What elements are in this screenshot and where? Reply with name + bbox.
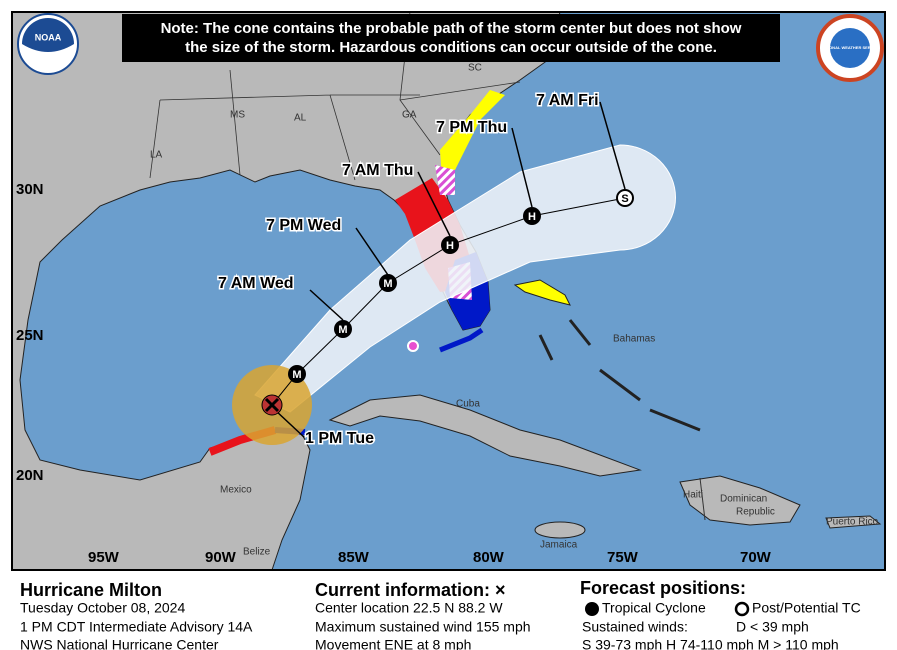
current-x [264,397,280,413]
point-symbol: M [292,369,301,381]
time-label: 7 AM Wed [218,275,294,292]
point-symbol: H [528,211,536,223]
keys-warning [439,327,484,353]
lat-label: 30N [16,181,44,198]
lon-label: 80W [473,549,505,566]
lon-label: 75W [607,549,639,566]
country-label: Puerto Rico [826,517,879,528]
disturbance [407,340,419,352]
legend-post-dot [734,601,750,617]
info-line: 1 PM CDT Intermediate Advisory 14A [20,619,253,635]
time-label: 7 PM Wed [266,217,341,234]
bahamas-islands [538,319,701,432]
lon-label: 85W [338,549,370,566]
note-line: Note: The cone contains the probable pat… [161,20,742,37]
info-line: D < 39 mph [736,619,809,635]
state-label: SC [468,63,482,74]
point-symbol: S [621,193,628,205]
lon-label: 90W [205,549,237,566]
noaa-text: NOAA [35,32,62,42]
bahamas-watch [513,279,571,306]
state-label: LA [150,150,163,161]
point-symbol: H [446,240,454,252]
lat-label: 25N [16,327,44,344]
coastal-watch [440,90,505,178]
state-label: MS [230,110,245,121]
legend-tc-dot [585,602,599,616]
info-line: Center location 22.5 N 88.2 W [315,600,503,616]
hurricane-watch-north [435,165,455,195]
info-line: Sustained winds: [582,619,688,635]
info-line: NWS National Hurricane Center [20,637,219,650]
haiti-border [699,477,706,521]
info-line: Movement ENE at 8 mph [315,637,471,650]
leader-lines [274,101,626,439]
legend-entry: Post/Potential TC [752,600,861,616]
forecast-cone [254,144,676,413]
state-borders [149,12,521,181]
country-label: Dominican [720,494,767,505]
time-label: 7 AM Thu [342,162,413,179]
state-label: AL [294,113,307,124]
hispaniola [679,475,801,526]
puerto-rico [825,515,882,529]
forecast-heading: Forecast positions: [580,578,746,598]
country-label: Belize [243,547,271,558]
nws-text: NATIONAL WEATHER SERVICE [820,45,880,50]
country-label: Mexico [220,485,252,496]
country-label: Republic [736,507,775,518]
forecast-points: M M M H H S [288,189,634,383]
map-area: M M M H H S 7 AM Wed 7 PM Wed 7 AM Thu 7… [12,12,885,570]
time-label: 1 PM Tue [305,430,374,447]
info-line: Maximum sustained wind 155 mph [315,619,531,635]
info-line: S 39-73 mph H 74-110 mph M > 110 mph [582,637,839,650]
note-box [122,14,780,62]
country-label: Jamaica [540,540,578,551]
current-heading: Current information: × [315,580,506,600]
place-labels: SC GA AL MS LA Mexico Belize Cuba Bahama… [150,63,879,558]
lat-label: 20N [16,467,44,484]
lon-label: 70W [740,549,772,566]
jamaica [534,521,586,539]
graticule-labels: 30N 25N 20N 95W 90W 85W 80W 75W 70W [16,181,772,566]
country-label: Cuba [456,399,480,410]
map-frame [11,11,886,571]
note-line: the size of the storm. Hazardous conditi… [185,39,717,56]
country-label: Haiti [683,490,703,501]
point-symbol: M [338,324,347,336]
time-label: 7 PM Thu [436,119,507,136]
cuba [328,394,642,477]
info-line: Tuesday October 08, 2024 [20,600,185,616]
lon-label: 95W [88,549,120,566]
legend-entry: Tropical Cyclone [602,600,706,616]
info-panel: Hurricane Milton Tuesday October 08, 202… [20,578,861,650]
point-symbol: M [383,278,392,290]
storm-name: Hurricane Milton [20,580,162,600]
time-label: 7 AM Fri [536,92,599,109]
country-label: Bahamas [613,334,655,345]
state-label: GA [402,110,417,121]
